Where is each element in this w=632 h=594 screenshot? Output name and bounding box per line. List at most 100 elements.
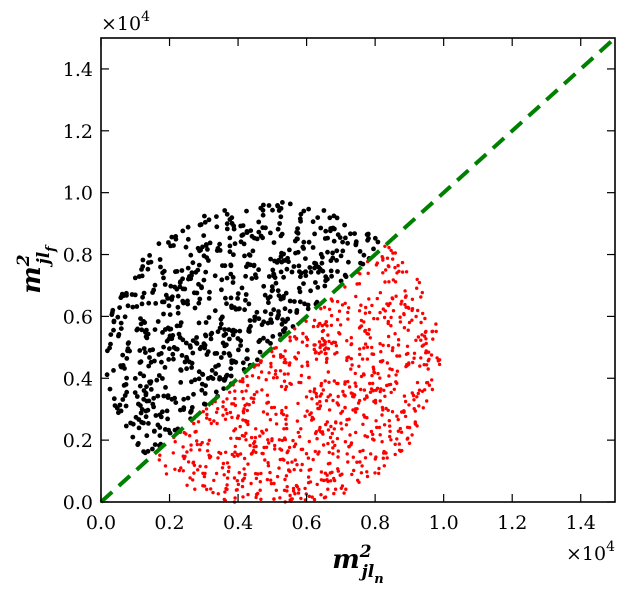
scatter-point-series-1: [171, 451, 175, 455]
scatter-point-series-0: [260, 212, 266, 218]
scatter-point-series-0: [257, 349, 263, 355]
scatter-point-series-1: [345, 356, 349, 360]
scatter-point-series-1: [258, 488, 262, 492]
x-axis-ticks: 0.0 0.2 0.4 0.6 0.8 1.0 1.2 1.4: [86, 38, 596, 534]
scatter-point-series-1: [212, 419, 216, 423]
scatter-point-series-1: [211, 490, 215, 495]
scatter-point-series-0: [138, 359, 144, 365]
scatter-point-series-1: [333, 340, 338, 345]
scatter-point-series-1: [372, 316, 376, 321]
scatter-point-series-0: [294, 308, 300, 313]
scatter-point-series-0: [190, 260, 196, 266]
scatter-point-series-0: [205, 349, 211, 355]
scatter-point-series-1: [389, 315, 393, 320]
scatter-point-series-1: [280, 411, 284, 415]
scatter-point-series-0: [252, 314, 258, 320]
scatter-point-series-1: [244, 431, 248, 435]
scatter-point-series-1: [202, 474, 207, 479]
scatter-point-series-0: [201, 277, 207, 283]
scatter-point-series-1: [416, 335, 421, 339]
scatter-point-series-1: [349, 367, 353, 371]
scatter-point-series-0: [269, 320, 274, 325]
scatter-point-series-0: [133, 414, 139, 420]
scatter-point-series-1: [228, 390, 232, 394]
scatter-point-series-1: [355, 460, 359, 464]
scatter-point-series-1: [241, 377, 245, 381]
scatter-point-series-0: [330, 250, 335, 256]
scatter-point-series-1: [365, 416, 369, 420]
scatter-point-series-0: [212, 308, 218, 314]
scatter-point-series-0: [185, 236, 191, 242]
scatter-point-series-0: [155, 319, 161, 324]
scatter-point-series-1: [410, 433, 414, 437]
scatter-point-series-1: [266, 464, 271, 468]
scatter-point-series-1: [246, 422, 250, 427]
scatter-point-series-1: [317, 322, 321, 326]
scatter-point-series-0: [189, 360, 195, 366]
scatter-point-series-1: [415, 277, 419, 282]
scatter-point-series-1: [370, 345, 374, 350]
scatter-point-series-1: [297, 380, 301, 385]
scatter-point-series-1: [265, 412, 270, 416]
scatter-point-series-0: [298, 218, 303, 224]
scatter-point-series-1: [293, 327, 297, 331]
scatter-point-series-1: [244, 438, 248, 442]
scatter-point-series-1: [307, 494, 311, 498]
scatter-point-series-0: [268, 256, 273, 262]
scatter-point-series-0: [258, 205, 264, 211]
scatter-point-series-0: [241, 241, 247, 247]
scatter-point-series-1: [274, 422, 279, 426]
scatter-point-series-1: [275, 375, 279, 380]
x-tick-label: 0.2: [154, 512, 184, 534]
scatter-point-series-0: [198, 222, 204, 227]
scatter-point-series-0: [348, 231, 353, 237]
scatter-point-series-0: [181, 300, 186, 306]
x-axis-multiplier: ×104: [566, 539, 615, 565]
scatter-point-series-0: [375, 239, 381, 245]
scatter-point-series-0: [228, 262, 234, 268]
scatter-point-series-1: [322, 496, 327, 500]
scatter-point-series-1: [344, 487, 348, 491]
scatter-point-series-1: [268, 470, 272, 475]
scatter-point-series-0: [165, 416, 171, 422]
scatter-point-series-0: [268, 230, 273, 236]
scatter-point-series-0: [144, 384, 149, 389]
scatter-point-series-0: [156, 241, 162, 247]
scatter-point-series-1: [329, 424, 333, 429]
scatter-point-series-1: [293, 355, 297, 359]
scatter-point-series-1: [387, 383, 391, 387]
scatter-point-series-1: [312, 347, 316, 352]
scatter-point-series-1: [419, 338, 423, 342]
scatter-point-series-0: [247, 253, 253, 258]
scatter-point-series-1: [358, 460, 362, 464]
scatter-point-series-1: [188, 476, 192, 480]
scatter-point-series-1: [208, 417, 212, 422]
scatter-point-series-1: [375, 425, 379, 430]
scatter-point-series-0: [182, 286, 188, 292]
scatter-point-series-1: [377, 425, 382, 430]
scatter-point-series-1: [270, 405, 274, 410]
scatter-point-series-1: [327, 339, 331, 344]
y-tick-label: 0.6: [63, 306, 93, 328]
scatter-point-series-0: [132, 376, 138, 381]
scatter-point-series-1: [420, 344, 424, 348]
scatter-point-series-1: [319, 343, 323, 347]
scatter-point-series-1: [419, 295, 423, 299]
scatter-point-series-1: [417, 280, 422, 285]
scatter-point-series-0: [328, 268, 334, 274]
scatter-point-series-1: [391, 257, 395, 261]
y-tick-label: 0.2: [63, 430, 93, 452]
scatter-point-series-1: [195, 439, 199, 443]
scatter-point-series-1: [413, 422, 418, 426]
scatter-point-series-0: [313, 280, 318, 285]
scatter-point-series-1: [179, 466, 183, 470]
scatter-point-series-0: [244, 264, 249, 270]
scatter-point-series-0: [170, 333, 176, 338]
scatter-point-series-1: [185, 450, 189, 454]
scatter-point-series-0: [104, 372, 110, 378]
scatter-point-series-0: [203, 320, 209, 325]
scatter-point-series-1: [238, 379, 242, 383]
scatter-point-series-1: [173, 440, 177, 444]
scatter-point-series-0: [122, 314, 128, 320]
scatter-point-series-0: [173, 234, 179, 239]
